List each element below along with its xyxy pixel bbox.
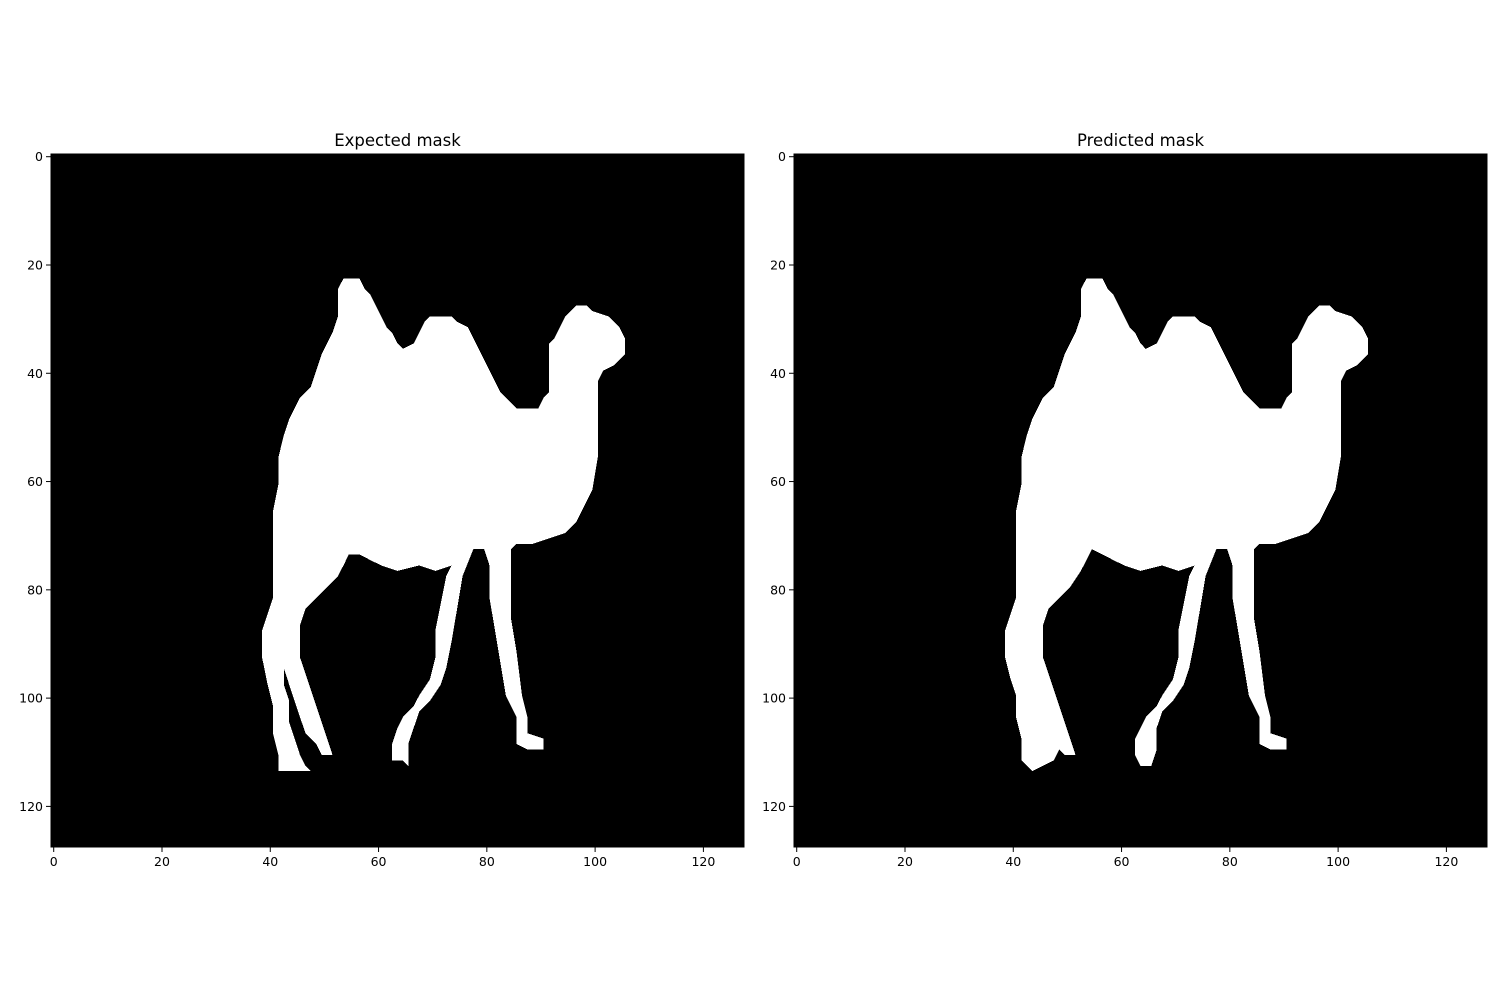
- predicted-y-tick-label-40: 40: [770, 366, 786, 381]
- expected-x-tick-label-80: 80: [479, 854, 495, 869]
- expected-y-tick-label-20: 20: [27, 257, 43, 272]
- expected-mask-panel: Expected mask 0 20 40 60 80 100 120 0 20 40 60 80 100…: [19, 131, 745, 869]
- expected-axes-frame: [50, 153, 745, 848]
- expected-x-tick-label-60: 60: [371, 854, 387, 869]
- predicted-y-tick-label-0: 0: [778, 149, 786, 164]
- expected-y-tick-label-40: 40: [27, 366, 43, 381]
- expected-y-tick-label-120: 120: [19, 799, 43, 814]
- predicted-y-tick-label-80: 80: [770, 582, 786, 597]
- predicted-x-tick-label-20: 20: [897, 854, 913, 869]
- predicted-x-tick-label-60: 60: [1114, 854, 1130, 869]
- predicted-x-tick-label-100: 100: [1326, 854, 1350, 869]
- expected-title: Expected mask: [334, 131, 461, 150]
- predicted-title: Predicted mask: [1077, 131, 1204, 150]
- predicted-mask-shape: [1005, 278, 1368, 772]
- predicted-mask-panel: Predicted mask 0 20 40 60 80 100 120 0 20 40 60 80 10…: [762, 131, 1488, 869]
- expected-x-tick-label-120: 120: [691, 854, 715, 869]
- predicted-x-tick-label-0: 0: [793, 854, 801, 869]
- expected-x-tick-label-100: 100: [583, 854, 607, 869]
- expected-y-tick-label-100: 100: [19, 691, 43, 706]
- predicted-y-tick-label-20: 20: [770, 257, 786, 272]
- predicted-x-tick-label-40: 40: [1005, 854, 1021, 869]
- predicted-axes-frame: [793, 153, 1488, 848]
- expected-x-tick-label-20: 20: [154, 854, 170, 869]
- expected-x-tick-label-40: 40: [262, 854, 278, 869]
- predicted-x-tick-label-120: 120: [1434, 854, 1458, 869]
- expected-mask-shape: [262, 278, 625, 772]
- expected-x-tick-label-0: 0: [50, 854, 58, 869]
- predicted-y-tick-label-100: 100: [762, 691, 786, 706]
- predicted-y-tick-label-120: 120: [762, 799, 786, 814]
- predicted-x-tick-label-80: 80: [1222, 854, 1238, 869]
- expected-y-tick-label-60: 60: [27, 474, 43, 489]
- expected-y-tick-label-0: 0: [35, 149, 43, 164]
- expected-y-tick-label-80: 80: [27, 582, 43, 597]
- predicted-y-tick-label-60: 60: [770, 474, 786, 489]
